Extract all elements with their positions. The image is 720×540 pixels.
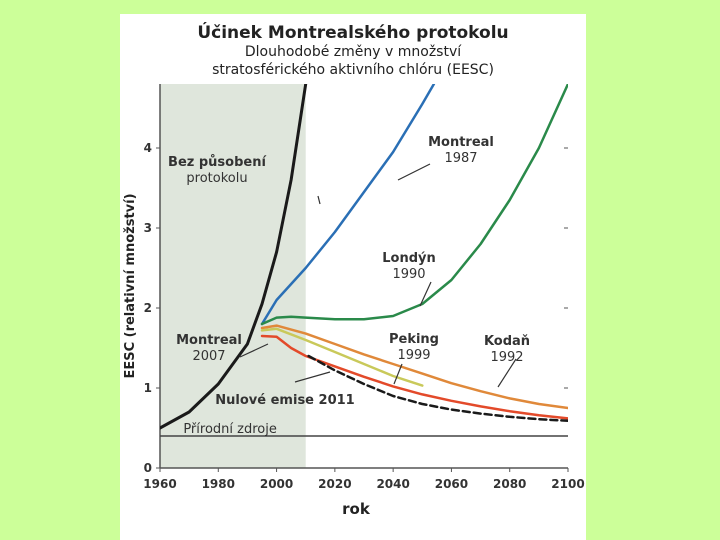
series-label-copenhagen-1992: 1992 xyxy=(490,350,523,365)
series-label-london-1990: 1990 xyxy=(392,267,425,282)
series-label-zero-emissions: Nulové emise 2011 xyxy=(215,393,354,408)
x-axis-label: rok xyxy=(342,500,371,518)
x-tick-label: 2100 xyxy=(551,477,584,491)
series-line-no-protocol xyxy=(160,84,308,430)
series-label-no-protocol: Bez působení xyxy=(168,155,267,170)
y-tick-label: 4 xyxy=(144,141,152,155)
baseline-label: Přírodní zdroje xyxy=(183,422,277,437)
series-label-copenhagen-1992: Kodaň xyxy=(484,334,530,349)
series-label-london-1990: Londýn xyxy=(382,251,436,266)
series-leader-montreal-1987 xyxy=(397,163,431,181)
series-line-montreal-1987 xyxy=(260,84,436,326)
series-line-copenhagen-1992 xyxy=(260,324,568,410)
x-tick-label: 2000 xyxy=(260,477,293,491)
x-tick-label: 1960 xyxy=(143,477,176,491)
y-tick-label: 3 xyxy=(144,221,152,235)
series-label-no-protocol: protokolu xyxy=(186,171,247,186)
series-leader-zero-emissions xyxy=(294,371,331,383)
plot-area: 0 1 2 3 4 1960 1980 2000 2020 2040 2060 2080 2100 Pří… xyxy=(143,84,585,491)
chart-subtitle-line1: Dlouhodobé změny v množství xyxy=(245,44,462,60)
y-tick-label: 1 xyxy=(144,381,152,395)
series-label-montreal-2007: Montreal xyxy=(176,333,242,348)
series-label-beijing-1999: 1999 xyxy=(397,348,430,363)
series-label-beijing-1999: Peking xyxy=(389,332,439,347)
series-leader-no-protocol xyxy=(317,195,321,205)
y-tick-label: 0 xyxy=(144,461,152,475)
series-leader-london-1990 xyxy=(419,281,432,307)
series-line-london-1990 xyxy=(260,84,568,326)
y-axis-label: EESC (relativní množství) xyxy=(123,193,138,378)
series-leader-montreal-2007 xyxy=(239,343,269,358)
series-leader-copenhagen-1992 xyxy=(497,358,517,388)
x-tick-label: 2040 xyxy=(376,477,409,491)
chart-title: Účinek Montrealského protokolu xyxy=(197,21,508,43)
chart-subtitle-line2: stratosférického aktivního chlóru (EESC) xyxy=(212,62,494,78)
y-tick-label: 2 xyxy=(144,301,152,315)
series-line-zero-emissions xyxy=(307,354,568,423)
series-line-montreal-2007 xyxy=(260,334,568,420)
series-label-montreal-1987: 1987 xyxy=(444,151,477,166)
shaded-region xyxy=(160,84,306,468)
x-tick-label: 2060 xyxy=(435,477,468,491)
x-tick-label: 2080 xyxy=(493,477,526,491)
x-tick-label: 2020 xyxy=(318,477,351,491)
series-line-beijing-1999 xyxy=(260,327,424,387)
series-label-montreal-2007: 2007 xyxy=(192,349,225,364)
series-label-montreal-1987: Montreal xyxy=(428,135,494,150)
x-tick-label: 1980 xyxy=(202,477,235,491)
series-leader-beijing-1999 xyxy=(393,363,403,385)
slide-card: Účinek Montrealského protokolu Dlouhodob… xyxy=(120,14,586,540)
chart: Účinek Montrealského protokolu Dlouhodob… xyxy=(123,21,585,518)
